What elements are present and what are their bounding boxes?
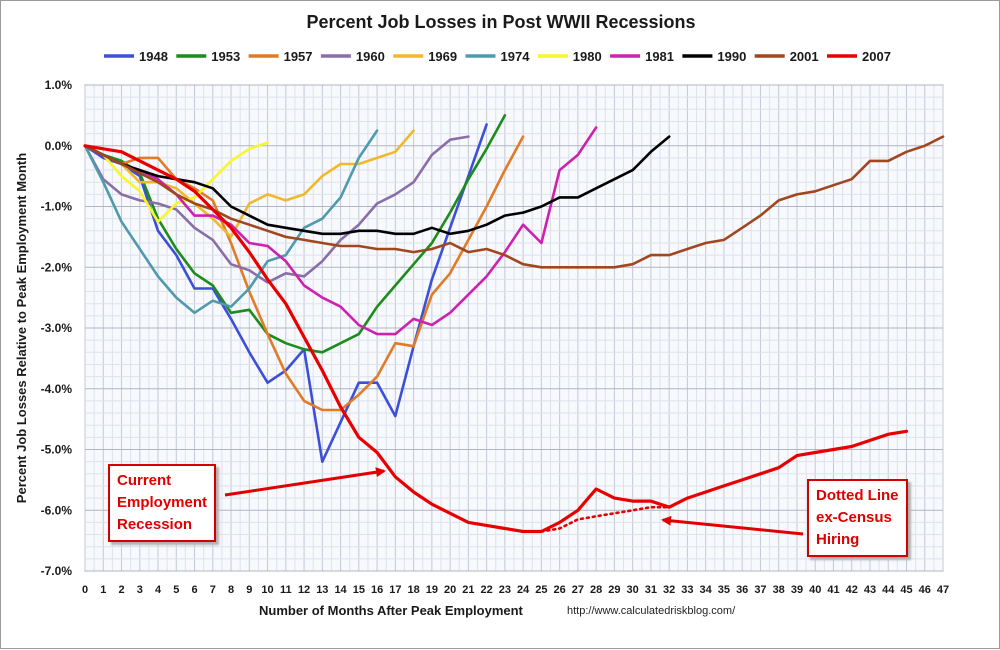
legend-entry: 1981 [645, 49, 674, 64]
x-tick-label: 22 [480, 584, 492, 596]
x-tick-label: 7 [210, 584, 216, 596]
x-tick-label: 13 [316, 584, 328, 596]
annotation-arrows [224, 467, 804, 536]
y-tick-label: -2.0% [41, 260, 73, 274]
arrow-dotted-line [661, 515, 804, 536]
series-line-1957 [83, 135, 525, 412]
x-tick-label: 45 [900, 584, 912, 596]
callout-line: Dotted Line [816, 487, 899, 504]
y-tick-label: 0.0% [45, 139, 73, 153]
x-tick-label: 23 [499, 584, 511, 596]
x-tick-label: 3 [137, 584, 143, 596]
x-tick-label: 44 [882, 584, 895, 596]
x-tick-label: 33 [681, 584, 693, 596]
legend: 1948 1953 1957 1960 1969 1974 1980 1981 1990 2001… [104, 49, 891, 64]
x-tick-label: 4 [155, 584, 162, 596]
x-tick-label: 32 [663, 584, 675, 596]
legend-entry: 1980 [573, 49, 602, 64]
x-tick-label: 38 [773, 584, 785, 596]
x-tick-label: 26 [554, 584, 566, 596]
x-tick-label: 18 [407, 584, 419, 596]
y-tick-label: -4.0% [41, 382, 73, 396]
x-tick-label: 17 [389, 584, 401, 596]
y-tick-label: -7.0% [41, 564, 73, 578]
arrow-current-recession [224, 467, 386, 497]
x-tick-label: 41 [827, 584, 839, 596]
x-tick-label: 5 [173, 584, 179, 596]
x-tick-label: 42 [846, 584, 858, 596]
x-tick-label: 28 [590, 584, 602, 596]
legend-entry: 1969 [428, 49, 457, 64]
x-tick-label: 29 [608, 584, 620, 596]
x-tick-label: 1 [100, 584, 106, 596]
x-tick-label: 21 [462, 584, 474, 596]
x-tick-label: 46 [919, 584, 931, 596]
x-axis-label: Number of Months After Peak Employment [259, 603, 524, 618]
series-line-1974 [83, 129, 379, 315]
callout-line: Recession [117, 516, 193, 533]
series-line-1969 [83, 129, 415, 239]
legend-entry: 2007 [862, 49, 891, 64]
x-tick-label: 9 [246, 584, 252, 596]
y-tick-label: -5.0% [41, 443, 73, 457]
callout-current-recession: Current Employment Recession [108, 464, 217, 542]
x-tick-label: 40 [809, 584, 821, 596]
legend-entry: 1974 [501, 49, 531, 64]
callout-line: Hiring [816, 531, 860, 548]
x-tick-label: 12 [298, 584, 310, 596]
x-tick-label: 36 [736, 584, 748, 596]
x-tick-label: 0 [82, 584, 88, 596]
y-tick-label: -6.0% [41, 503, 73, 517]
callout-dotted-line: Dotted Line ex-Census Hiring [807, 479, 908, 557]
y-tick-label: -1.0% [41, 200, 73, 214]
source-url: http://www.calculatedriskblog.com/ [567, 605, 736, 617]
x-tick-label: 31 [645, 584, 657, 596]
series-line-1990 [83, 135, 671, 236]
series-line-2001 [83, 135, 945, 269]
series-line-1960 [83, 135, 470, 284]
x-tick-label: 30 [627, 584, 639, 596]
x-tick-label: 47 [937, 584, 949, 596]
chart-title: Percent Job Losses in Post WWII Recessio… [306, 12, 695, 32]
x-tick-label: 8 [228, 584, 234, 596]
x-tick-label: 11 [280, 584, 292, 596]
callout-line: Employment [117, 494, 208, 511]
series-line-1980 [83, 141, 269, 223]
x-axis-ticks: 0 1 2 3 4 5 6 7 8 9 10 11 12 13 14 15 16 17 18 19 20 21 22 23 24… [82, 584, 949, 596]
x-tick-label: 43 [864, 584, 876, 596]
callout-line: Current [117, 472, 172, 489]
x-tick-label: 19 [426, 584, 438, 596]
x-tick-label: 24 [517, 584, 530, 596]
x-tick-label: 16 [371, 584, 383, 596]
x-tick-label: 20 [444, 584, 456, 596]
y-tick-label: 1.0% [45, 78, 73, 92]
legend-entry: 1990 [717, 49, 746, 64]
legend-entry: 1957 [284, 49, 313, 64]
x-tick-label: 39 [791, 584, 803, 596]
x-tick-label: 25 [535, 584, 547, 596]
legend-entry: 2001 [790, 49, 819, 64]
legend-entry: 1953 [211, 49, 240, 64]
x-tick-label: 35 [718, 584, 730, 596]
x-tick-label: 14 [334, 584, 347, 596]
x-tick-label: 10 [261, 584, 273, 596]
y-axis-ticks: 1.0% 0.0% -1.0% -2.0% -3.0% -4.0% -5.0% -6.0% -7… [41, 78, 73, 578]
series-line-2007 [83, 144, 909, 534]
series-lines [83, 114, 945, 534]
y-tick-label: -3.0% [41, 321, 73, 335]
x-tick-label: 27 [572, 584, 584, 596]
y-axis-label: Percent Job Losses Relative to Peak Empl… [14, 153, 29, 503]
x-tick-label: 34 [700, 584, 713, 596]
legend-entry: 1960 [356, 49, 385, 64]
x-tick-label: 2 [118, 584, 124, 596]
series-line-1953 [83, 114, 507, 354]
callout-line: ex-Census [816, 509, 892, 526]
x-tick-label: 6 [191, 584, 197, 596]
x-tick-label: 37 [754, 584, 766, 596]
series-line-2007-ex-census [540, 505, 671, 533]
legend-entry: 1948 [139, 49, 168, 64]
x-tick-label: 15 [353, 584, 365, 596]
